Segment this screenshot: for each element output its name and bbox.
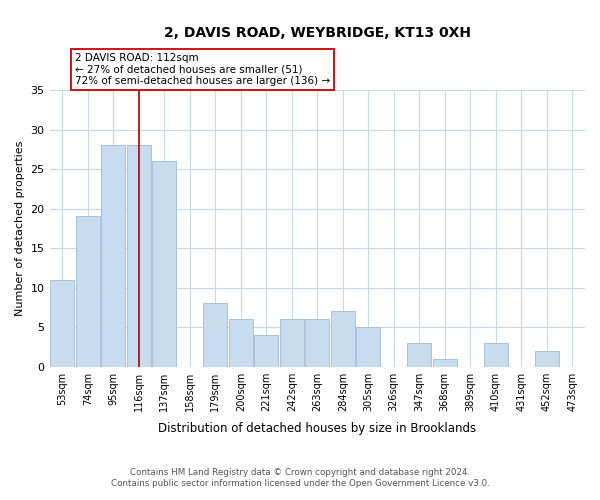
- Bar: [484, 343, 508, 366]
- Bar: [254, 335, 278, 366]
- Bar: [229, 319, 253, 366]
- Bar: [407, 343, 431, 366]
- Text: Contains HM Land Registry data © Crown copyright and database right 2024.
Contai: Contains HM Land Registry data © Crown c…: [110, 468, 490, 487]
- X-axis label: Distribution of detached houses by size in Brooklands: Distribution of detached houses by size …: [158, 422, 476, 435]
- Bar: [280, 319, 304, 366]
- Y-axis label: Number of detached properties: Number of detached properties: [15, 140, 25, 316]
- Bar: [76, 216, 100, 366]
- Bar: [203, 304, 227, 366]
- Text: 2 DAVIS ROAD: 112sqm
← 27% of detached houses are smaller (51)
72% of semi-detac: 2 DAVIS ROAD: 112sqm ← 27% of detached h…: [75, 53, 330, 86]
- Bar: [305, 319, 329, 366]
- Bar: [152, 161, 176, 366]
- Bar: [535, 351, 559, 366]
- Bar: [433, 358, 457, 366]
- Bar: [50, 280, 74, 366]
- Bar: [356, 327, 380, 366]
- Bar: [331, 312, 355, 366]
- Bar: [101, 146, 125, 366]
- Title: 2, DAVIS ROAD, WEYBRIDGE, KT13 0XH: 2, DAVIS ROAD, WEYBRIDGE, KT13 0XH: [164, 26, 471, 40]
- Bar: [127, 146, 151, 366]
